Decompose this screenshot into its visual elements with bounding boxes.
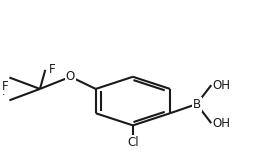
Text: F: F [1,80,8,93]
Text: F: F [49,63,56,76]
Text: OH: OH [213,79,231,92]
Text: O: O [66,70,75,83]
Text: B: B [193,98,201,111]
Text: F: F [1,85,8,98]
Text: Cl: Cl [127,136,139,149]
Text: OH: OH [213,117,231,130]
